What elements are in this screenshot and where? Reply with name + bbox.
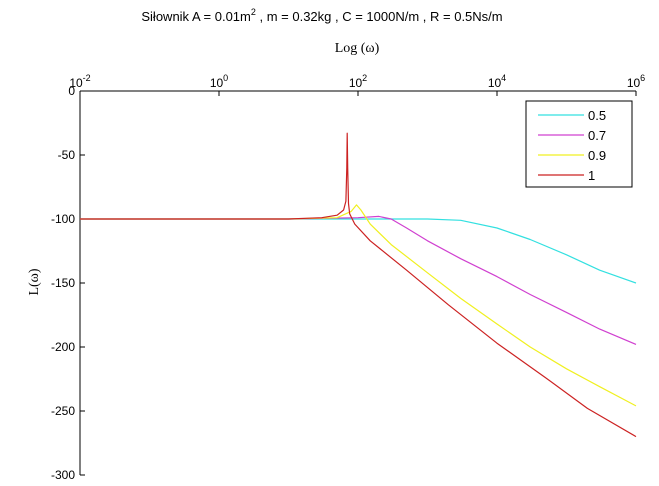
x-tick-label: 106 [627,73,645,90]
x-tick-label: 100 [210,73,228,90]
y-tick-label: 0 [68,84,75,98]
x-tick-label: 102 [349,73,367,90]
series-line-1 [80,132,637,438]
x-tick-base: 10 [210,76,224,90]
x-tick-base: 10 [627,76,641,90]
x-tick-base: 10 [69,76,83,90]
series-line-0-5 [80,218,637,284]
legend-label-0-9: 0.9 [588,148,606,163]
x-tick-label: 10-2 [69,73,90,90]
x-tick-exponent: -2 [83,73,91,83]
legend: 0.5 0.7 0.9 1 [525,100,633,188]
series-lines [80,132,637,438]
x-tick-label: 104 [488,73,506,90]
legend-label-0-7: 0.7 [588,128,606,143]
series-line-0-9 [80,204,637,407]
chart-title: Siłownik A = 0.01m2 , m = 0.32kg , C = 1… [141,7,502,24]
chart-title-suffix: , m = 0.32kg , C = 1000N/m , R = 0.5Ns/m [256,9,503,24]
legend-label-0-5: 0.5 [588,108,606,123]
y-tick-label: -300 [51,468,75,482]
legend-label-1: 1 [588,168,595,183]
y-tick-label: -200 [51,340,75,354]
x-tick-base: 10 [349,76,363,90]
x-tick-base: 10 [488,76,502,90]
series-line-0-7 [80,215,637,345]
chart-title-prefix: Siłownik A = 0.01m [141,9,250,24]
chart-title-superscript: 2 [251,7,256,17]
legend-box [525,100,633,188]
y-tick-label: -50 [58,148,76,162]
y-tick-label: -250 [51,404,75,418]
y-axis-label: L(ω) [27,268,42,295]
y-tick-label: -100 [51,212,75,226]
x-axis-label: Log (ω) [335,41,380,56]
x-tick-exponent: 4 [501,73,506,83]
y-tick-label: -150 [51,276,75,290]
x-tick-exponent: 6 [640,73,645,83]
x-tick-exponent: 2 [362,73,367,83]
x-tick-exponent: 0 [223,73,228,83]
